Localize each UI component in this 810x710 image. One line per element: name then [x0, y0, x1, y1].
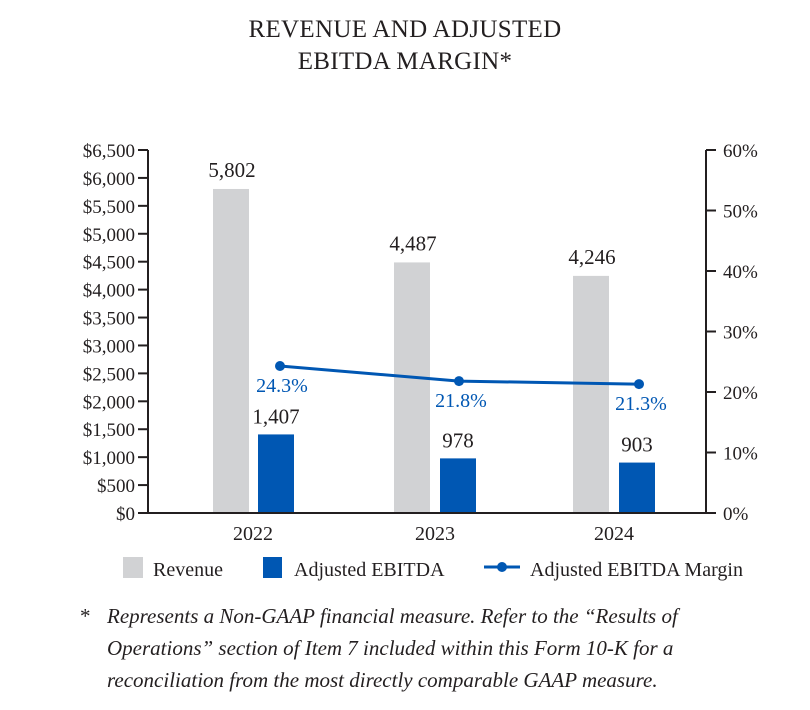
- revenue-label-2022: 5,802: [208, 158, 255, 182]
- right-tick-label: 30%: [723, 323, 758, 344]
- ebitda-bar-2022: [258, 434, 294, 513]
- left-tick-label: $2,000: [83, 392, 135, 413]
- left-tick-label: $3,000: [83, 336, 135, 357]
- legend-revenue-swatch: [123, 557, 143, 578]
- left-tick-label: $0: [116, 504, 135, 525]
- revenue-label-2024: 4,246: [568, 245, 615, 269]
- right-tick-label: 40%: [723, 262, 758, 283]
- left-tick-label: $4,000: [83, 281, 135, 302]
- legend-revenue-label: Revenue: [153, 559, 223, 581]
- left-tick-label: $1,500: [83, 420, 135, 441]
- revenue-label-2023: 4,487: [389, 231, 436, 255]
- chart-title-line-1: REVENUE AND ADJUSTED: [248, 16, 562, 43]
- x-tick-label-2023: 2023: [415, 523, 455, 545]
- left-tick-label: $6,000: [83, 169, 135, 190]
- right-tick-label: 10%: [723, 444, 758, 465]
- x-tick-label-2022: 2022: [233, 523, 273, 545]
- revenue-bar-2024: [573, 275, 609, 513]
- right-tick-label: 60%: [723, 141, 758, 162]
- left-tick-label: $500: [97, 476, 135, 497]
- left-tick-label: $5,000: [83, 225, 135, 246]
- legend-ebitda-swatch: [263, 557, 282, 578]
- right-tick-label: 20%: [723, 383, 758, 404]
- ebitda-label-2024: 903: [621, 433, 653, 457]
- margin-label-2023: 21.8%: [435, 390, 487, 412]
- legend-margin-label: Adjusted EBITDA Margin: [530, 559, 743, 581]
- left-tick-label: $6,500: [83, 141, 135, 162]
- chart-title-line-2: EBITDA MARGIN*: [297, 48, 513, 75]
- left-tick-label: $2,500: [83, 364, 135, 385]
- left-tick-label: $4,500: [83, 253, 135, 274]
- left-tick-label: $3,500: [83, 309, 135, 330]
- ebitda-bar-2024: [619, 462, 655, 513]
- footnote-text: Represents a Non-GAAP financial measure.…: [107, 604, 678, 692]
- margin-point-2022: [275, 360, 285, 371]
- footnote-marker: *: [80, 604, 91, 628]
- margin-label-2022: 24.3%: [256, 375, 308, 397]
- left-tick-label: $5,500: [83, 197, 135, 218]
- left-tick-label: $1,000: [83, 448, 135, 469]
- x-tick-label-2024: 2024: [594, 523, 634, 545]
- ebitda-label-2023: 978: [442, 428, 474, 452]
- revenue-bar-2022: [213, 188, 249, 513]
- ebitda-label-2022: 1,407: [252, 404, 299, 428]
- margin-point-2023: [454, 376, 464, 387]
- right-tick-label: 0%: [723, 504, 749, 525]
- right-tick-label: 50%: [723, 202, 758, 223]
- legend-margin-dot: [497, 562, 507, 572]
- legend-ebitda-label: Adjusted EBITDA: [294, 559, 445, 581]
- margin-label-2024: 21.3%: [615, 393, 667, 415]
- margin-point-2024: [634, 379, 644, 390]
- ebitda-bar-2023: [440, 458, 476, 513]
- revenue-bar-2023: [394, 262, 430, 513]
